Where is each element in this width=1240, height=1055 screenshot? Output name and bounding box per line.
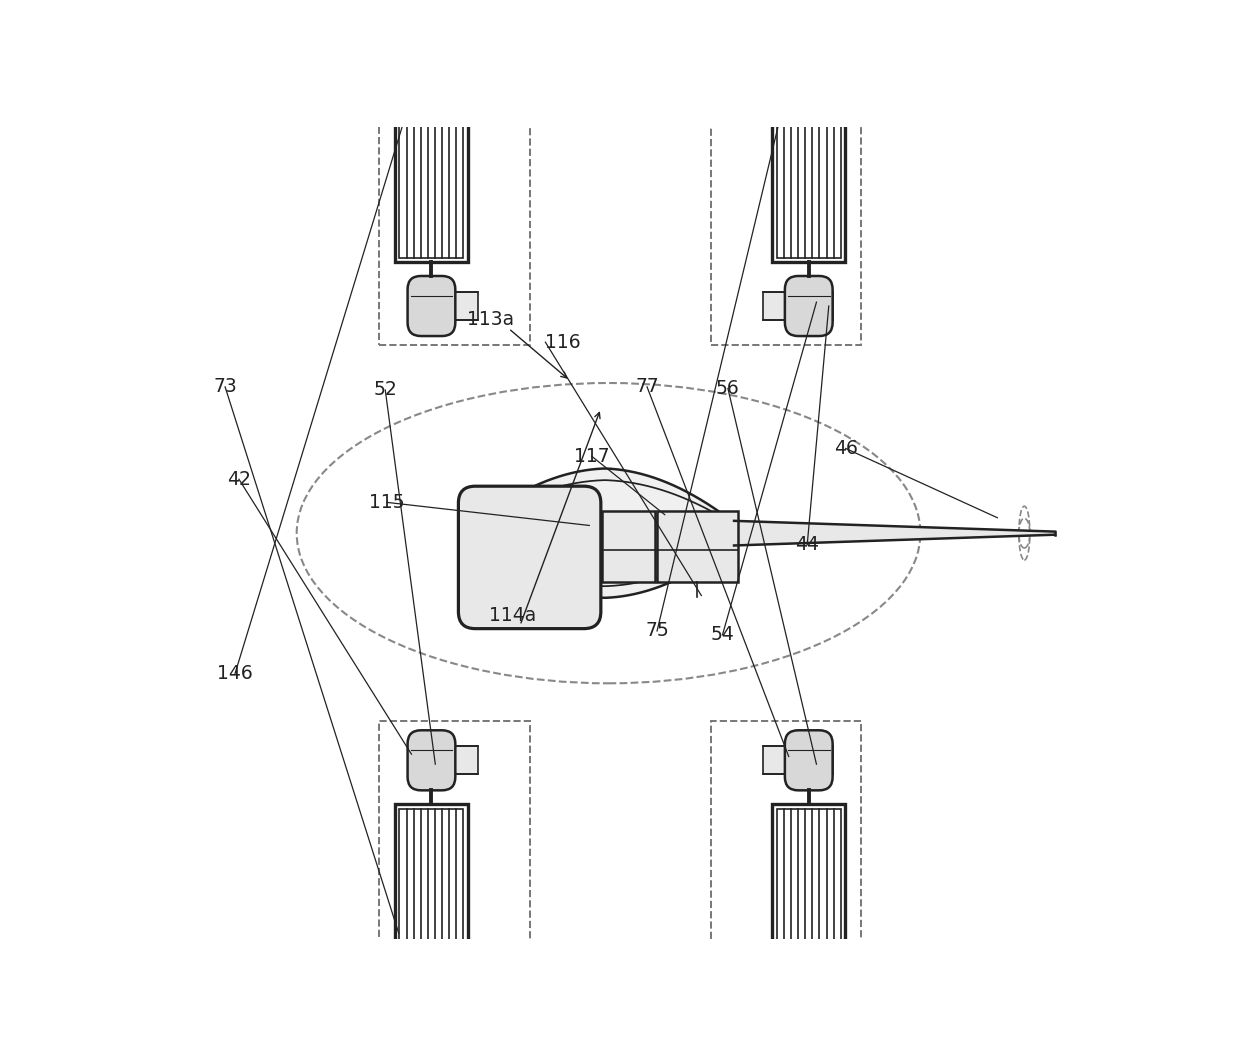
Bar: [763, 747, 832, 774]
Bar: [379, 721, 529, 1046]
Bar: [394, 804, 467, 1032]
Text: 114a: 114a: [490, 606, 537, 625]
Text: 113a: 113a: [467, 309, 515, 328]
Text: 42: 42: [227, 469, 250, 488]
Text: 77: 77: [635, 378, 658, 397]
FancyBboxPatch shape: [785, 730, 832, 790]
Bar: [711, 21, 861, 345]
Text: 46: 46: [833, 439, 858, 458]
FancyBboxPatch shape: [785, 276, 832, 337]
FancyBboxPatch shape: [408, 730, 455, 790]
Text: 146: 146: [217, 664, 253, 683]
Text: 54: 54: [711, 626, 734, 645]
Bar: [399, 40, 464, 257]
Text: 52: 52: [373, 381, 397, 400]
Bar: [776, 40, 841, 257]
Bar: [711, 721, 861, 1046]
FancyBboxPatch shape: [408, 276, 455, 337]
Polygon shape: [734, 521, 1055, 545]
Bar: [432, 292, 477, 320]
Text: 56: 56: [715, 379, 740, 398]
Text: 115: 115: [370, 493, 404, 512]
Bar: [399, 809, 464, 1027]
Bar: [773, 804, 846, 1032]
Bar: [763, 292, 832, 320]
Text: 117: 117: [574, 446, 609, 465]
Text: 116: 116: [546, 332, 582, 351]
Bar: [773, 35, 846, 262]
Bar: [657, 511, 738, 581]
Bar: [379, 21, 529, 345]
Bar: [776, 809, 841, 1027]
Text: 73: 73: [213, 378, 237, 397]
Bar: [603, 511, 655, 581]
Bar: [394, 35, 467, 262]
Polygon shape: [463, 468, 748, 598]
FancyBboxPatch shape: [459, 486, 601, 629]
Bar: [432, 747, 477, 774]
Text: 75: 75: [645, 621, 668, 640]
Text: 44: 44: [795, 535, 820, 554]
